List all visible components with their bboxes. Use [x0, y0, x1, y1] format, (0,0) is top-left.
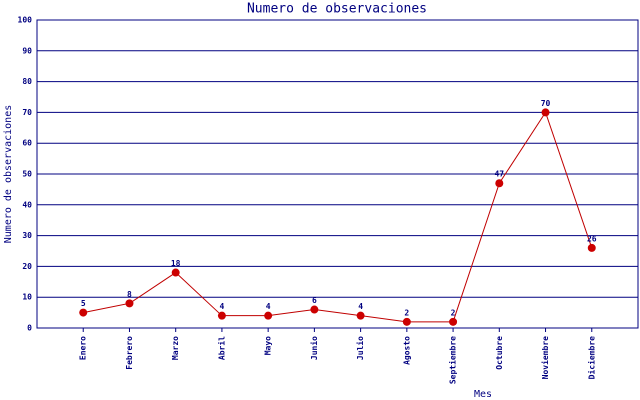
data-label: 8 [127, 290, 132, 299]
x-tick-label: Enero [79, 336, 88, 360]
y-tick-label: 10 [22, 293, 32, 302]
y-tick-label: 40 [22, 200, 32, 209]
y-tick-label: 50 [22, 170, 32, 179]
data-label: 4 [358, 302, 363, 311]
y-tick-label: 0 [27, 324, 32, 333]
x-axis-label: Mes [474, 389, 492, 400]
x-tick-label: Octubre [495, 336, 504, 370]
data-label: 26 [587, 234, 597, 243]
marker [171, 268, 180, 277]
y-tick-label: 80 [22, 77, 32, 86]
x-tick-label: Noviembre [540, 336, 550, 380]
y-axis-label: Numero de observaciones [3, 105, 14, 243]
marker [310, 305, 319, 314]
marker [125, 299, 134, 308]
marker [356, 311, 365, 320]
line [83, 111, 593, 323]
data-label: 2 [451, 308, 456, 317]
x-tick-label: Abril [216, 336, 226, 360]
chart-title: Numero de observaciones [247, 2, 427, 17]
x-tick-label: Mayo [264, 336, 273, 355]
x-tick-label: Marzo [171, 336, 180, 360]
data-label: 2 [404, 308, 409, 317]
x-tick-label: Septiembre [448, 336, 458, 384]
marker [449, 317, 458, 326]
data-label: 5 [81, 299, 86, 308]
marker [264, 311, 273, 320]
y-tick-label: 90 [22, 46, 32, 55]
marker [402, 317, 411, 326]
x-tick-label: Diciembre [586, 336, 596, 380]
x-tick-label: Febrero [125, 336, 134, 370]
data-label: 4 [220, 302, 225, 311]
y-tick-label: 100 [18, 16, 33, 25]
x-tick-label: Julio [355, 336, 365, 360]
marker [495, 179, 504, 188]
x-tick-label: Junio [309, 336, 319, 360]
y-tick-label: 30 [22, 231, 32, 240]
marker [79, 308, 88, 317]
y-tick-label: 20 [22, 262, 32, 271]
data-label: 18 [171, 259, 181, 268]
data-label: 6 [312, 296, 317, 305]
marker [541, 108, 550, 117]
y-tick-label: 60 [22, 139, 32, 148]
data-label: 47 [494, 170, 504, 179]
marker [587, 243, 596, 252]
data-label: 70 [541, 99, 551, 108]
y-tick-label: 70 [22, 108, 32, 117]
marker [217, 311, 226, 320]
data-label: 4 [266, 302, 271, 311]
x-tick-label: Agosto [402, 336, 411, 365]
